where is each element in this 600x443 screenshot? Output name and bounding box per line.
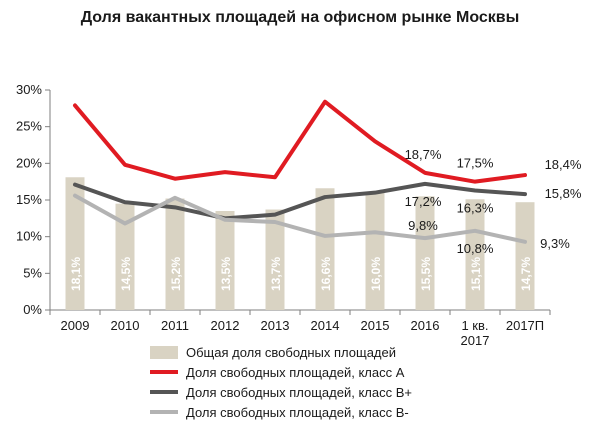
- x-tick-label: 2015: [361, 318, 390, 333]
- legend-label: Общая доля свободных площадей: [186, 345, 396, 360]
- x-tick-label: 2012: [211, 318, 240, 333]
- x-tick-label: 2017П: [506, 318, 544, 333]
- bar: [365, 192, 385, 310]
- y-tick-label: 15%: [16, 192, 42, 207]
- x-tick-label: 2010: [111, 318, 140, 333]
- legend: Общая доля свободных площадей Доля свобод…: [150, 345, 412, 420]
- legend-swatch-bars: [150, 346, 178, 359]
- line-data-label: 17,5%: [457, 156, 494, 171]
- x-tick-label: 2014: [311, 318, 340, 333]
- line-data-label: 10,8%: [457, 241, 494, 256]
- bar: [415, 196, 435, 310]
- x-tick-label: 2016: [411, 318, 440, 333]
- bar-value-label: 15,2%: [169, 257, 183, 291]
- bar-value-label: 16,0%: [369, 257, 383, 291]
- line-data-label: 18,7%: [405, 147, 442, 162]
- y-tick-label: 25%: [16, 119, 42, 134]
- x-tick-label: 1 кв. 2017: [461, 318, 490, 348]
- legend-label: Доля свободных площадей, класс А: [186, 365, 405, 380]
- bar: [65, 177, 85, 310]
- bar: [315, 188, 335, 310]
- y-tick-label: 30%: [16, 82, 42, 97]
- bar-value-label: 13,5%: [219, 257, 233, 291]
- bar: [115, 203, 135, 310]
- y-tick-label: 10%: [16, 229, 42, 244]
- bar-value-label: 15,5%: [419, 257, 433, 291]
- bar: [265, 209, 285, 310]
- x-tick-label: 2009: [61, 318, 90, 333]
- chart-title: Доля вакантных площадей на офисном рынке…: [81, 9, 520, 26]
- series-line: [73, 99, 527, 184]
- line-data-label: 18,4%: [545, 157, 582, 172]
- bar: [215, 211, 235, 310]
- y-tick-label: 5%: [23, 265, 42, 280]
- bar-value-label: 14,7%: [519, 257, 533, 291]
- bar-value-label: 13,7%: [269, 257, 283, 291]
- y-tick-label: 0%: [23, 302, 42, 317]
- bar-value-label: 18,1%: [69, 257, 83, 291]
- bar-value-label: 16,6%: [319, 257, 333, 291]
- line-data-label: 17,2%: [405, 194, 442, 209]
- x-tick-label: 2013: [261, 318, 290, 333]
- series-line: [73, 181, 527, 221]
- line-data-label: 9,8%: [408, 218, 438, 233]
- bar-value-label: 15,1%: [469, 257, 483, 291]
- legend-label: Доля свободных площадей, класс В+: [186, 385, 412, 400]
- legend-label: Доля свободных площадей, класс В-: [186, 405, 409, 420]
- bar: [165, 198, 185, 310]
- x-tick-label: 2011: [161, 318, 189, 333]
- line-data-label: 16,3%: [457, 200, 494, 215]
- bar-value-label: 14,5%: [119, 257, 133, 291]
- bar: [465, 199, 485, 310]
- y-tick-label: 20%: [16, 155, 42, 170]
- series-line: [73, 193, 527, 244]
- line-data-label: 15,8%: [545, 186, 582, 201]
- line-data-label: 9,3%: [540, 236, 570, 251]
- plot-area: 0% 5% 10% 15% 20% 25% 30% 2009 2010 2011 2012 2013 2…: [16, 82, 582, 348]
- bar: [515, 202, 535, 310]
